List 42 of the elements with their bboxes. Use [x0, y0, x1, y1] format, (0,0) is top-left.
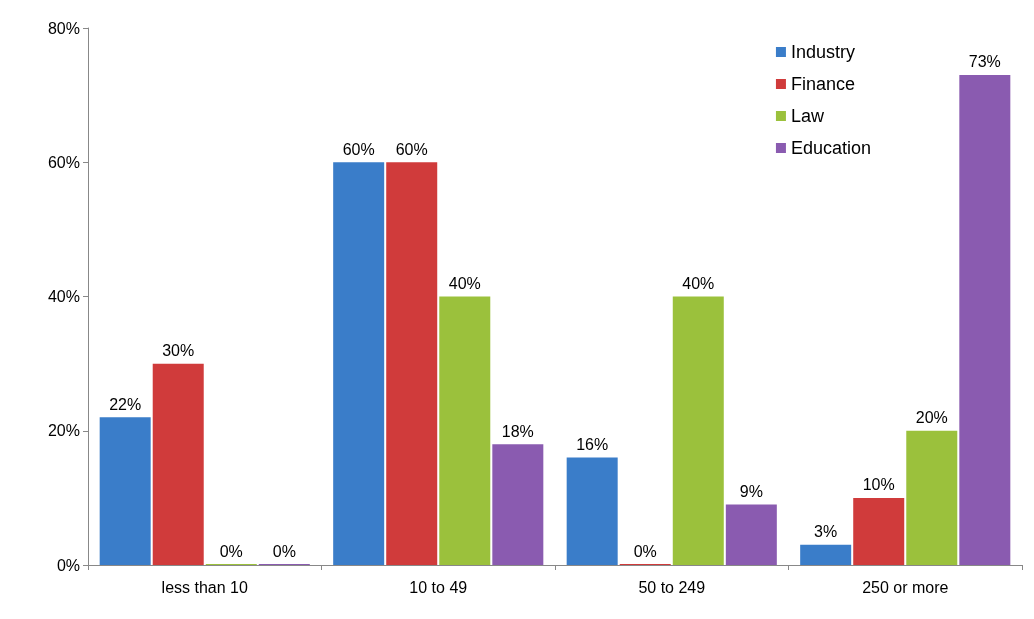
- bar: [800, 544, 852, 565]
- data-label: 20%: [915, 409, 948, 427]
- bar: [99, 417, 151, 565]
- data-label: 0%: [219, 542, 243, 560]
- data-label: 60%: [342, 140, 375, 158]
- data-label: 30%: [162, 342, 195, 360]
- legend-label: Industry: [790, 42, 855, 62]
- y-tick-label: 40%: [47, 288, 80, 305]
- data-label: 3%: [814, 523, 838, 541]
- bar: [725, 504, 777, 565]
- bar: [672, 296, 724, 565]
- data-label: 16%: [576, 436, 609, 454]
- bar: [492, 444, 544, 565]
- data-label: 40%: [682, 275, 715, 292]
- bar: [333, 162, 385, 565]
- bar: [386, 162, 438, 565]
- legend-label: Education: [790, 138, 871, 158]
- data-label: 40%: [448, 275, 481, 292]
- bar: [906, 430, 958, 565]
- data-label: 0%: [633, 542, 657, 560]
- x-tick-label: 50 to 249: [638, 578, 706, 596]
- data-label: 60%: [395, 140, 428, 158]
- data-label: 22%: [109, 395, 142, 413]
- x-tick-label: less than 10: [161, 578, 248, 596]
- data-label: 73%: [968, 53, 1001, 71]
- y-tick-label: 0%: [56, 556, 80, 574]
- y-tick-label: 20%: [47, 422, 80, 440]
- bar: [152, 363, 204, 565]
- legend-label: Finance: [790, 74, 855, 94]
- legend-label: Law: [790, 106, 825, 126]
- data-label: 0%: [272, 542, 296, 560]
- bar: [566, 457, 618, 565]
- data-label: 10%: [862, 476, 895, 494]
- bar: [439, 296, 491, 565]
- x-tick-label: 10 to 49: [409, 578, 468, 596]
- bar: [853, 497, 905, 565]
- data-label: 18%: [501, 422, 534, 440]
- y-tick-label: 80%: [47, 19, 80, 37]
- bar: [959, 74, 1011, 565]
- data-label: 9%: [739, 483, 763, 501]
- y-tick-label: 60%: [47, 153, 80, 171]
- x-tick-label: 250 or more: [862, 578, 949, 596]
